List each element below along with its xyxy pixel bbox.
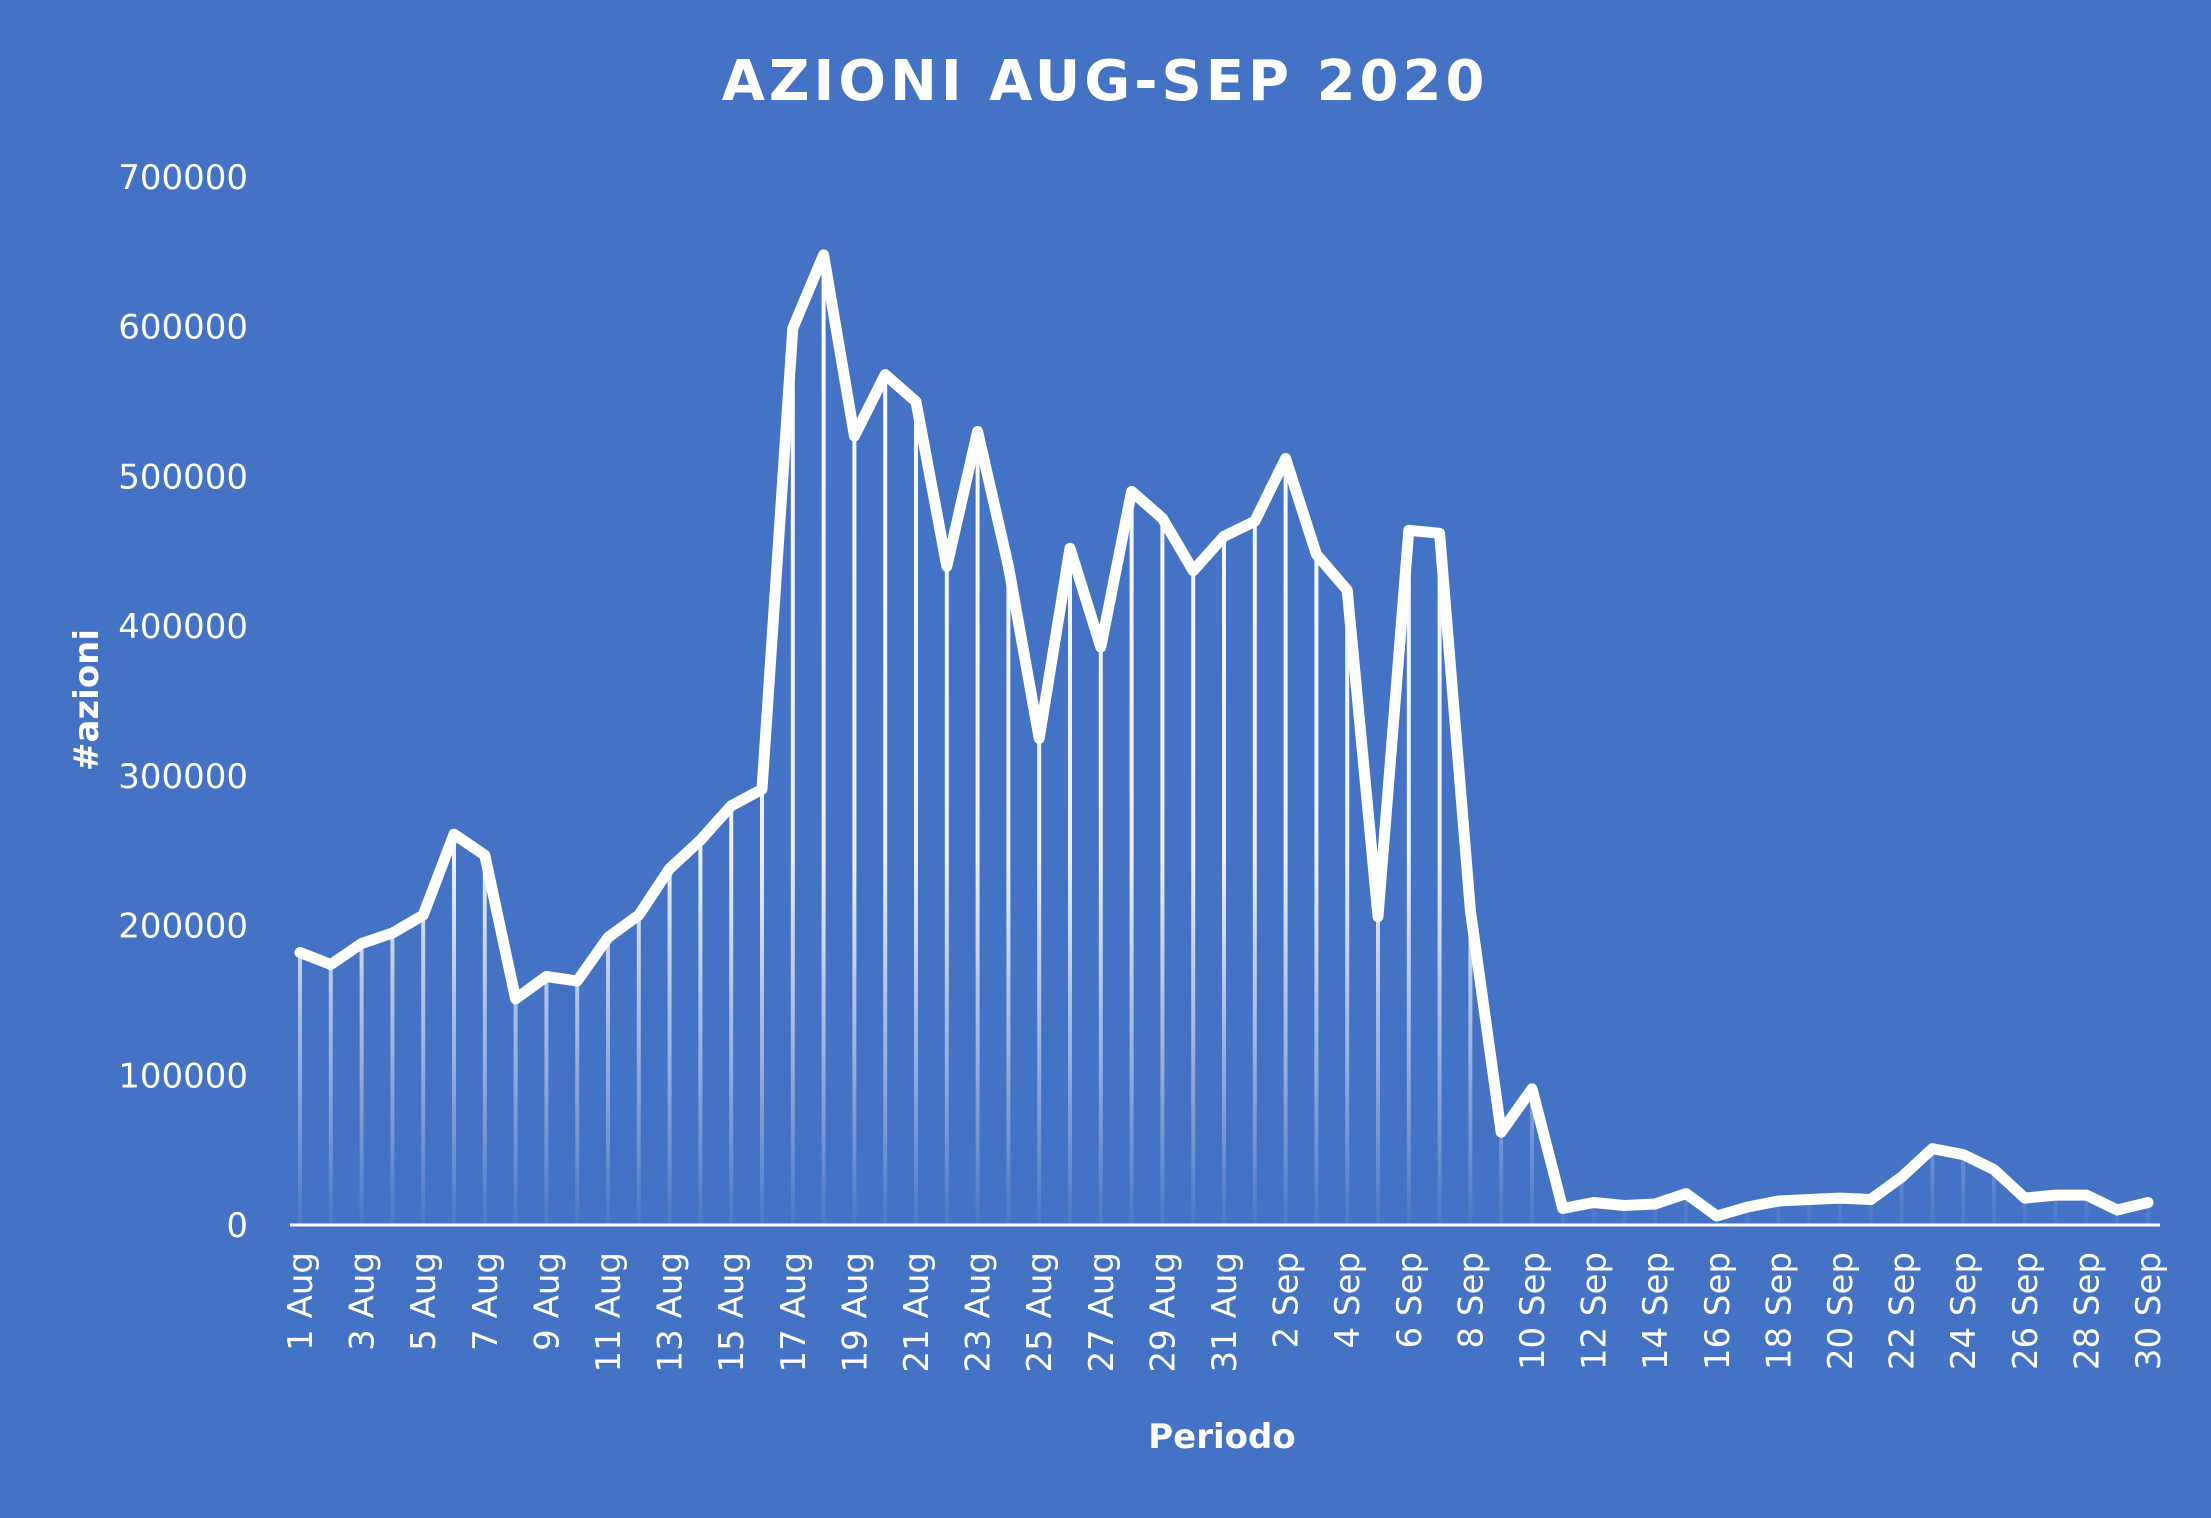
x-tick-label: 30 Sep	[2129, 1252, 2169, 1370]
x-tick-label: 13 Aug	[651, 1252, 691, 1372]
y-tick-label: 200000	[118, 907, 248, 947]
x-tick-label: 14 Sep	[1636, 1252, 1676, 1370]
x-tick-label: 7 Aug	[466, 1252, 506, 1351]
y-tick-label: 500000	[118, 457, 248, 497]
y-tick-label: 100000	[118, 1056, 248, 1096]
x-tick-label: 5 Aug	[404, 1252, 444, 1351]
y-tick-label: 400000	[118, 607, 248, 647]
x-tick-label: 22 Sep	[1883, 1252, 1923, 1370]
y-tick-label: 0	[226, 1206, 248, 1246]
y-tick-label: 700000	[118, 158, 248, 198]
x-axis-ticks: 1 Aug 3 Aug 5 Aug 7 Aug 9 Aug 11 Aug 13 Aug 15 …	[281, 1252, 2169, 1372]
x-tick-label: 4 Sep	[1328, 1252, 1368, 1349]
y-tick-label: 300000	[118, 757, 248, 797]
x-tick-label: 10 Sep	[1513, 1252, 1553, 1370]
x-tick-label: 11 Aug	[589, 1252, 629, 1372]
x-tick-label: 1 Aug	[281, 1252, 321, 1351]
x-tick-label: 29 Aug	[1143, 1252, 1183, 1372]
chart-title: AZIONI AUG-SEP 2020	[722, 49, 1489, 114]
y-axis-label: #azioni	[67, 629, 107, 771]
x-tick-label: 23 Aug	[959, 1252, 999, 1372]
drop-lines	[298, 254, 2151, 1226]
x-tick-label: 12 Sep	[1575, 1252, 1615, 1370]
x-tick-label: 31 Aug	[1205, 1252, 1245, 1372]
x-tick-label: 17 Aug	[774, 1252, 814, 1372]
x-tick-label: 6 Sep	[1390, 1252, 1430, 1349]
x-tick-label: 2 Sep	[1267, 1252, 1307, 1349]
x-tick-label: 26 Sep	[2006, 1252, 2046, 1370]
x-tick-label: 21 Aug	[897, 1252, 937, 1372]
series-line	[294, 249, 2154, 1222]
x-axis-label: Periodo	[1148, 1417, 1295, 1457]
x-tick-label: 27 Aug	[1082, 1252, 1122, 1372]
x-tick-label: 28 Sep	[2067, 1252, 2107, 1370]
x-tick-label: 9 Aug	[527, 1252, 567, 1351]
x-tick-label: 20 Sep	[1821, 1252, 1861, 1370]
x-tick-label: 19 Aug	[835, 1252, 875, 1372]
x-tick-label: 8 Sep	[1451, 1252, 1491, 1349]
x-tick-label: 25 Aug	[1020, 1252, 1060, 1372]
y-axis-ticks: 0 100000 200000 300000 400000 500000 600000 700…	[118, 158, 248, 1246]
x-tick-label: 18 Sep	[1759, 1252, 1799, 1370]
x-tick-label: 15 Aug	[712, 1252, 752, 1372]
x-tick-label: 24 Sep	[1944, 1252, 1984, 1370]
x-tick-label: 3 Aug	[343, 1252, 383, 1351]
y-tick-label: 600000	[118, 308, 248, 348]
x-tick-label: 16 Sep	[1698, 1252, 1738, 1370]
